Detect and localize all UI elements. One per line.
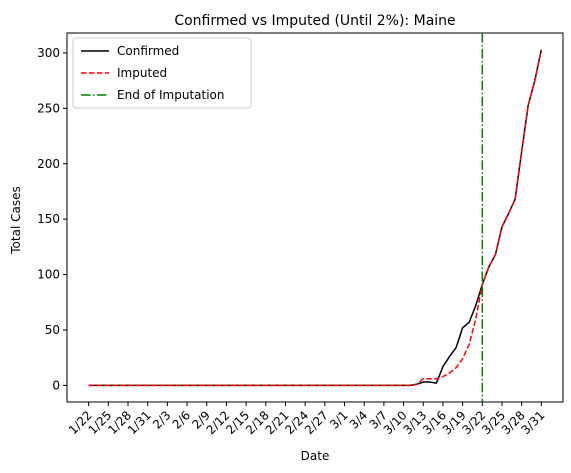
- legend: Confirmed Imputed End of Imputation: [72, 37, 252, 109]
- plot-area: [66, 32, 564, 403]
- y-tick-label: 50: [45, 323, 60, 337]
- y-axis: 0 50 100 150 200 250 300: [37, 46, 67, 392]
- legend-label: Imputed: [117, 66, 167, 80]
- x-tick-label: 3/31: [519, 408, 548, 437]
- plot-frame: [66, 32, 564, 403]
- y-tick-label: 300: [37, 46, 60, 60]
- legend-label: End of Imputation: [117, 88, 225, 102]
- x-axis-title: Date: [301, 449, 330, 463]
- x-tick-label: 3/4: [347, 408, 371, 432]
- y-tick-label: 200: [37, 157, 60, 171]
- legend-label: Confirmed: [117, 44, 179, 58]
- series-line-imputed: [88, 49, 543, 387]
- legend-box: [72, 37, 252, 109]
- y-tick-label: 150: [37, 212, 60, 226]
- y-tick-label: 0: [52, 378, 60, 392]
- x-axis: 1/221/251/281/312/32/62/92/122/152/182/2…: [66, 402, 548, 437]
- y-tick-label: 100: [37, 268, 60, 282]
- x-tick-label: 2/3: [150, 408, 174, 432]
- chart-title: Confirmed vs Imputed (Until 2%): Maine: [174, 13, 455, 29]
- x-tick-label: 3/1: [327, 408, 351, 432]
- x-tick-label: 2/6: [170, 408, 194, 432]
- y-axis-title: Total Cases: [9, 186, 23, 254]
- y-tick-label: 250: [37, 101, 60, 115]
